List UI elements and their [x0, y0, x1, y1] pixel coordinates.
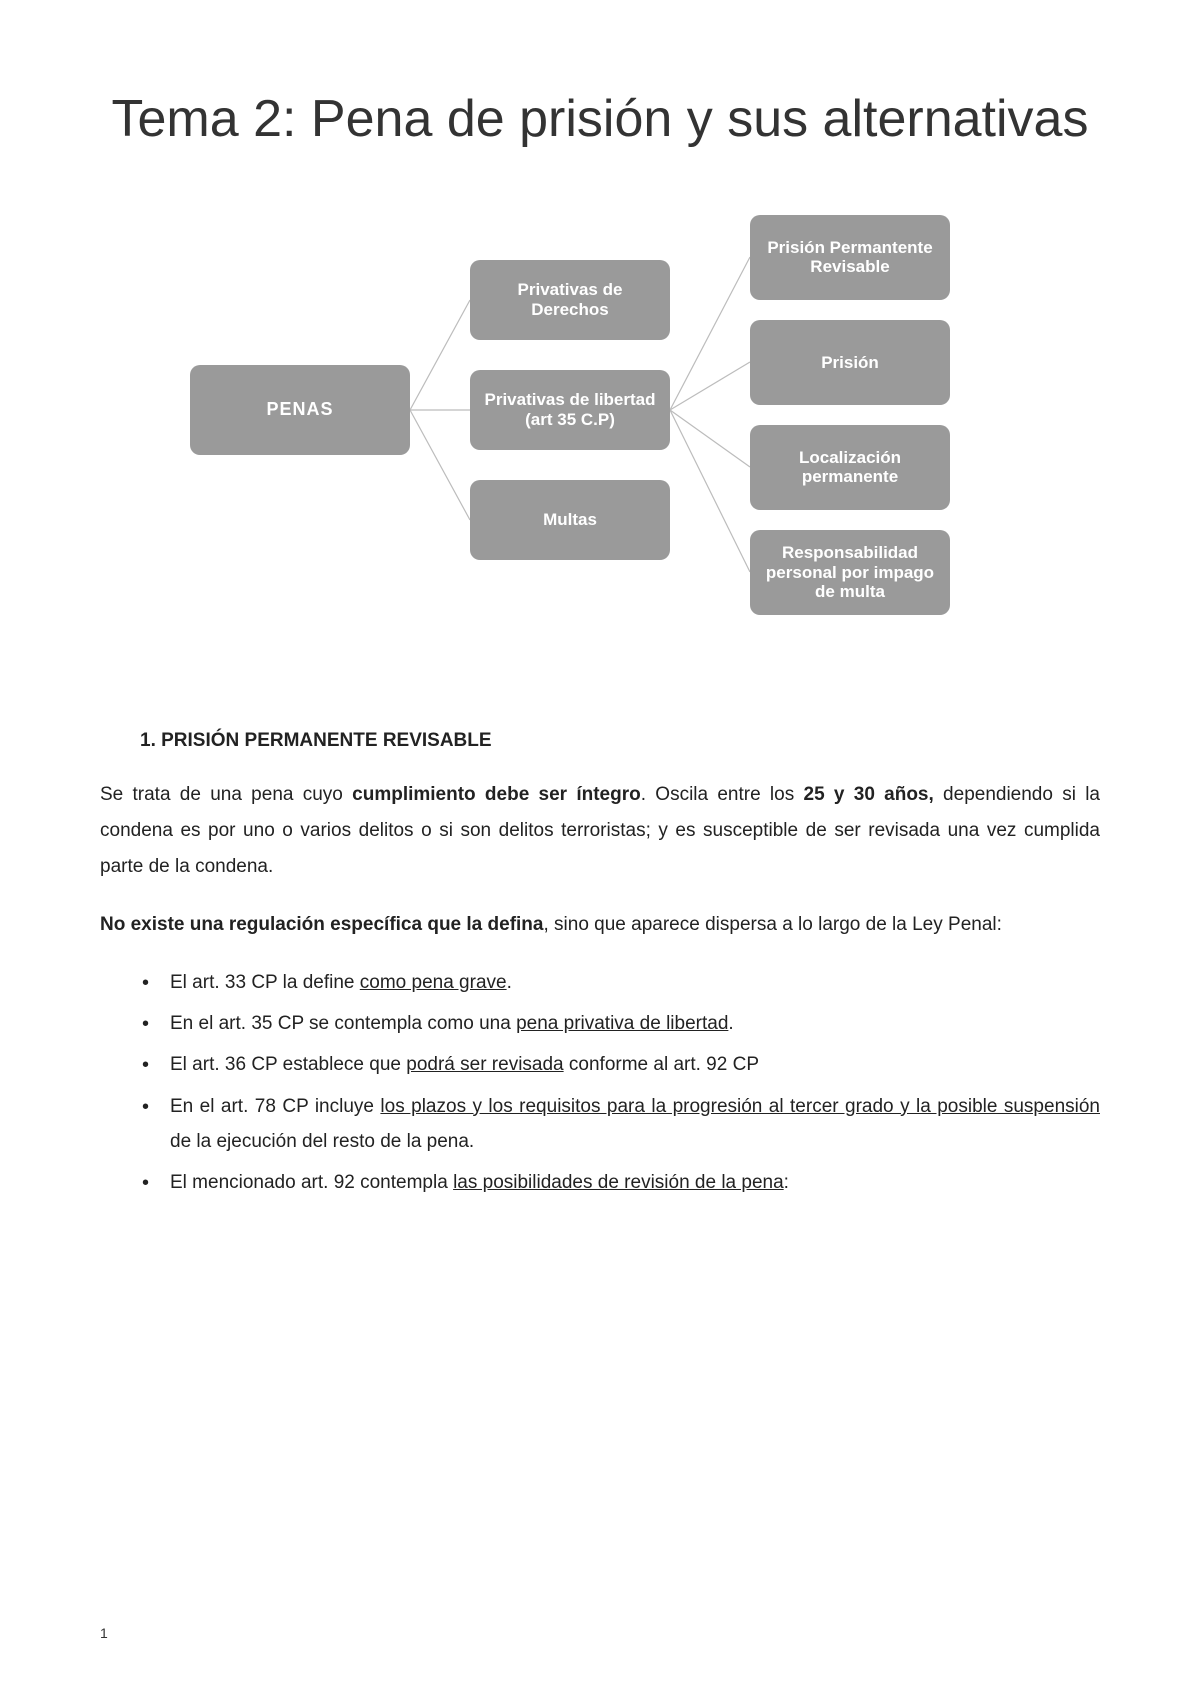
text-underline: los plazos y los requisitos para la prog… [380, 1096, 1100, 1117]
section-1-para-2: No existe una regulación específica que … [100, 907, 1100, 943]
text-span: , sino que aparece dispersa a lo largo d… [543, 914, 1001, 935]
text-span: de la ejecución del resto de la pena. [170, 1131, 474, 1152]
text-underline: como pena grave [360, 972, 507, 993]
list-item: En el art. 78 CP incluye los plazos y lo… [170, 1089, 1100, 1159]
section-1-para-1: Se trata de una pena cuyo cumplimiento d… [100, 777, 1100, 885]
penalties-diagram: PENAS Privativas de Derechos Privativas … [190, 200, 1010, 680]
text-underline: las posibilidades de revisión de la pena [453, 1172, 784, 1193]
text-bold: 25 y 30 años, [804, 784, 934, 805]
text-bold: cumplimiento debe ser íntegro [352, 784, 641, 805]
list-item: El mencionado art. 92 contempla las posi… [170, 1165, 1100, 1200]
text-span: conforme al art. 92 CP [564, 1054, 759, 1075]
text-span: . [728, 1013, 733, 1034]
diagram-node-mid-0: Privativas de Derechos [470, 260, 670, 340]
text-span: En el art. 78 CP incluye [170, 1096, 380, 1117]
text-span: : [784, 1172, 789, 1193]
diagram-node-mid-2: Multas [470, 480, 670, 560]
diagram-node-leaf-0: Prisión Permantente Revisable [750, 215, 950, 300]
list-item: El art. 36 CP establece que podrá ser re… [170, 1047, 1100, 1082]
text-span: El mencionado art. 92 contempla [170, 1172, 453, 1193]
page-number: 1 [100, 1625, 108, 1641]
list-item: En el art. 35 CP se contempla como una p… [170, 1006, 1100, 1041]
diagram-node-leaf-3: Responsabilidad personal por impago de m… [750, 530, 950, 615]
diagram-node-mid-1: Privativas de libertad (art 35 C.P) [470, 370, 670, 450]
diagram-node-root: PENAS [190, 365, 410, 455]
diagram-node-leaf-2: Localización permanente [750, 425, 950, 510]
page-title: Tema 2: Pena de prisión y sus alternativ… [100, 90, 1100, 150]
text-span: En el art. 35 CP se contempla como una [170, 1013, 516, 1034]
text-span: Se trata de una pena cuyo [100, 784, 352, 805]
text-underline: pena privativa de libertad [516, 1013, 728, 1034]
text-span: El art. 36 CP establece que [170, 1054, 406, 1075]
text-span: . [507, 972, 512, 993]
diagram-node-leaf-1: Prisión [750, 320, 950, 405]
text-bold: No existe una regulación específica que … [100, 914, 543, 935]
section-1-bullet-list: El art. 33 CP la define como pena grave.… [100, 965, 1100, 1200]
text-span: . Oscila entre los [641, 784, 804, 805]
list-item: El art. 33 CP la define como pena grave. [170, 965, 1100, 1000]
text-underline: podrá ser revisada [406, 1054, 563, 1075]
text-span: El art. 33 CP la define [170, 972, 360, 993]
section-1-heading: 1. PRISIÓN PERMANENTE REVISABLE [140, 730, 1100, 752]
